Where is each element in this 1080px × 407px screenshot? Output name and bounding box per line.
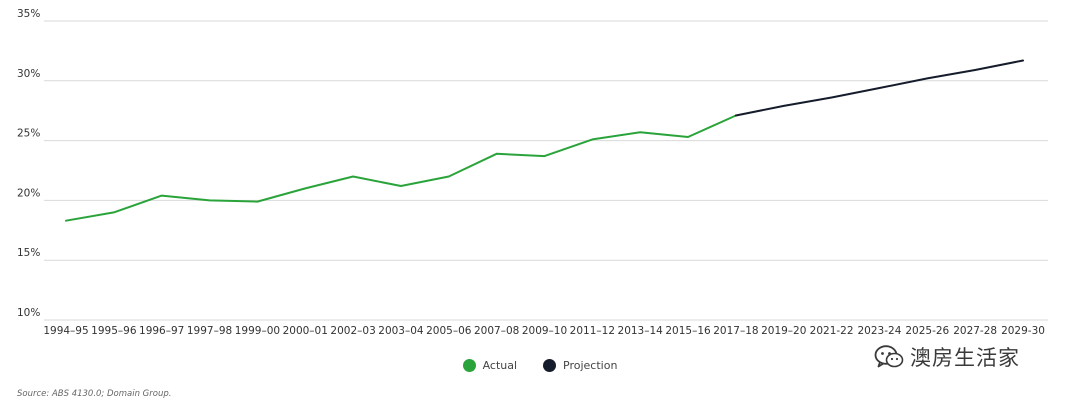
- x-tick-label: 1994–95: [43, 325, 88, 337]
- legend-label-actual: Actual: [482, 358, 518, 372]
- x-axis-ticks: 1994–95 1995–96 1996–97 1997–98 1999–00 2000–…: [43, 325, 1045, 337]
- y-tick-label: 30%: [17, 68, 40, 80]
- x-tick-label: 2017–18: [713, 325, 758, 337]
- series-line-projection[interactable]: [734, 59, 1024, 117]
- y-tick-label: 10%: [17, 307, 40, 319]
- y-tick-label: 20%: [17, 187, 40, 199]
- legend: Actual Projection: [0, 356, 1080, 374]
- y-tick-label: 15%: [17, 247, 40, 259]
- x-tick-label: 2025-26: [905, 325, 949, 337]
- x-tick-label: 2011–12: [570, 325, 615, 337]
- x-tick-label: 1997–98: [187, 325, 232, 337]
- x-tick-label: 2023-24: [858, 325, 902, 337]
- source-note: Source: ABS 4130.0; Domain Group.: [17, 389, 172, 399]
- wechat-icon: [874, 345, 904, 368]
- series-line-actual[interactable]: [65, 114, 737, 222]
- y-tick-label: 25%: [17, 128, 40, 140]
- x-tick-label: 2007–08: [474, 325, 519, 337]
- x-tick-label: 1999–00: [235, 325, 280, 337]
- legend-item-actual[interactable]: Actual: [462, 358, 518, 372]
- x-tick-label: 2003–04: [378, 325, 424, 337]
- legend-item-projection[interactable]: Projection: [543, 358, 618, 372]
- x-tick-label: 2015–16: [665, 325, 711, 337]
- x-tick-label: 2019–20: [761, 325, 806, 337]
- x-tick-label: 1995–96: [91, 325, 137, 337]
- legend-marker-actual: [462, 358, 476, 372]
- y-tick-label: 35%: [17, 8, 40, 20]
- watermark-text: 澳房生活家: [910, 346, 1020, 370]
- watermark: 澳房生活家: [874, 342, 1020, 372]
- x-tick-label: 2005–06: [426, 325, 472, 337]
- x-tick-label: 2000–01: [283, 325, 328, 337]
- legend-label-projection: Projection: [563, 358, 618, 372]
- gridlines: [44, 20, 1048, 321]
- x-tick-label: 2013–14: [618, 325, 664, 337]
- x-tick-label: 2027-28: [953, 325, 997, 337]
- x-tick-label: 2002–03: [330, 325, 375, 337]
- x-tick-label: 2021-22: [810, 325, 854, 337]
- x-tick-label: 2029-30: [1001, 325, 1045, 337]
- legend-marker-projection: [543, 358, 557, 372]
- y-axis-ticks: 10% 15% 20% 25% 30% 35%: [17, 8, 40, 319]
- x-tick-label: 1996–97: [139, 325, 184, 337]
- series-lines: [65, 59, 1024, 222]
- x-tick-label: 2009–10: [522, 325, 567, 337]
